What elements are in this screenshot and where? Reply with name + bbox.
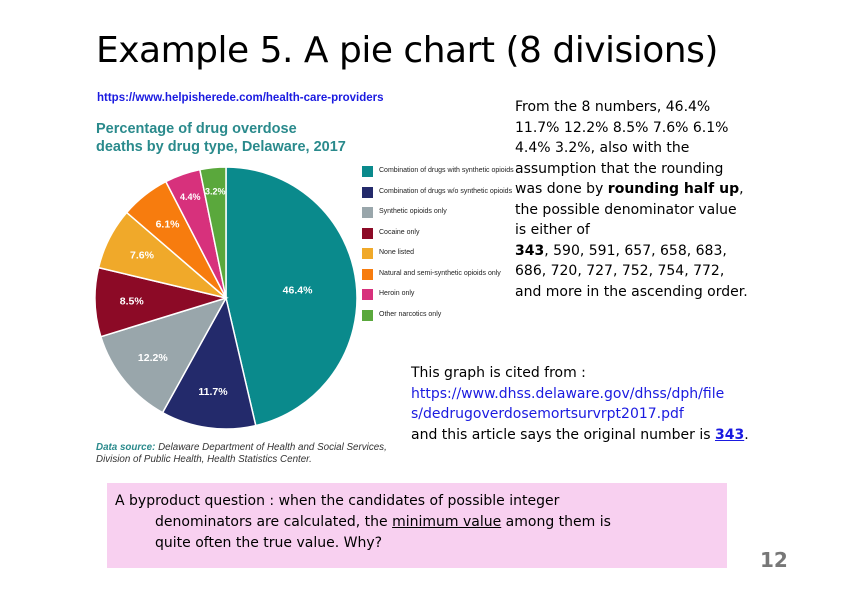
legend-swatch xyxy=(362,309,373,321)
explanation-line: 4.4% 3.2%, also with the xyxy=(515,140,690,156)
legend-swatch xyxy=(362,186,373,198)
citation-fragment: . xyxy=(744,426,749,443)
denominator-highlight: 343 xyxy=(515,242,545,259)
pie-slice xyxy=(99,296,228,414)
explanation-fragment: , 590, 591, 657, 658, 683, xyxy=(544,242,727,259)
legend-swatch xyxy=(362,289,373,300)
pie-slice-label: 8.5% xyxy=(120,296,145,308)
data-source-line2: Division of Public Health, Health Statis… xyxy=(96,454,312,465)
explanation-text: From the 8 numbers, 46.4% 11.7% 12.2% 8.… xyxy=(515,97,795,302)
citation-line: and this article says the original numbe… xyxy=(411,425,791,446)
legend-label: Combination of drugs with synthetic opio… xyxy=(379,167,514,174)
page-number: 12 xyxy=(760,548,788,572)
legend-swatch xyxy=(362,166,373,177)
pie-slice-label: 11.7% xyxy=(198,386,228,398)
legend-label: Cocaine only xyxy=(379,228,420,236)
explanation-line: 686, 720, 727, 752, 754, 772, xyxy=(515,263,725,279)
legend-swatch xyxy=(362,268,373,280)
explanation-line: the possible denominator value xyxy=(515,201,737,218)
legend-swatch xyxy=(362,248,373,259)
pie-slice-label: 46.4% xyxy=(283,284,313,296)
question-fragment: denominators are calculated, the xyxy=(155,514,393,530)
legend-label: Combination of drugs w/o synthetic opioi… xyxy=(379,187,513,195)
minimum-value-emphasis: minimum value xyxy=(392,514,502,530)
pie-chart: 46.4% 11.7% 12.2% 8.5% 7.6% 6.1% 4.4% 3.2% xyxy=(94,166,358,430)
explanation-fragment: was done by xyxy=(515,181,608,197)
data-source: Data source: Delaware Department of Heal… xyxy=(96,442,387,466)
citation-url-line1[interactable]: https://www.dhss.delaware.gov/dhss/dph/f… xyxy=(411,385,725,402)
citation-intro: This graph is cited from : xyxy=(411,365,586,381)
question-fragment: among them is xyxy=(501,514,611,530)
chart-title: Percentage of drug overdose deaths by dr… xyxy=(96,120,346,156)
source-url[interactable]: https://www.helpisherede.com/health-care… xyxy=(97,92,384,104)
pie-slice xyxy=(198,166,227,299)
legend-label: Natural and semi-synthetic opioids only xyxy=(379,269,501,277)
legend-label: Synthetic opioids only xyxy=(379,208,447,215)
explanation-line: 11.7% 12.2% 8.5% 7.6% 6.1% xyxy=(515,119,729,136)
explanation-line: is either of xyxy=(515,222,590,238)
legend-label: Heroin only xyxy=(379,290,415,297)
pie-slice-label: 3.2% xyxy=(205,187,226,197)
citation: This graph is cited from : https://www.d… xyxy=(411,363,791,445)
rounding-method: rounding half up xyxy=(607,181,740,197)
legend-label: None listed xyxy=(379,249,415,256)
question-line: denominators are calculated, the minimum… xyxy=(115,512,675,533)
pie-slice xyxy=(161,295,257,430)
slide-title: Example 5. A pie chart (8 divisions) xyxy=(96,30,718,71)
legend-swatch xyxy=(362,227,373,239)
chart-title-line2: deaths by drug type, Delaware, 2017 xyxy=(96,139,346,155)
explanation-line: assumption that the rounding xyxy=(515,160,724,177)
explanation-fragment: , xyxy=(739,181,744,197)
question-box: A byproduct question : when the candidat… xyxy=(107,483,727,568)
pie-slice-label: 6.1% xyxy=(156,218,181,230)
pie-slice-label: 12.2% xyxy=(138,352,168,364)
pie-slice-label: 7.6% xyxy=(130,250,155,262)
citation-url-line2[interactable]: s/dedrugoverdosemortsurvrpt2017.pdf xyxy=(411,406,684,422)
explanation-line: and more in the ascending order. xyxy=(515,283,748,300)
question-line: quite often the true value. Why? xyxy=(155,535,383,551)
legend-label: Other narcotics only xyxy=(379,310,442,318)
explanation-line: From the 8 numbers, 46.4% xyxy=(515,99,711,115)
chart-title-line1: Percentage of drug overdose xyxy=(96,121,297,137)
citation-fragment: and this article says the original numbe… xyxy=(411,426,715,443)
legend-swatch xyxy=(362,207,373,218)
pie-slice-label: 4.4% xyxy=(180,192,201,202)
question-text: A byproduct question : when the candidat… xyxy=(115,491,675,554)
question-line: A byproduct question : when the candidat… xyxy=(115,493,560,509)
data-source-label: Data source: xyxy=(96,442,156,453)
data-source-line1: Delaware Department of Health and Social… xyxy=(155,442,387,453)
explanation-line: 343, 590, 591, 657, 658, 683, xyxy=(515,241,795,262)
pie-slice xyxy=(225,166,358,427)
original-number-link[interactable]: 343 xyxy=(714,426,745,443)
explanation-line: was done by rounding half up, xyxy=(515,179,795,200)
